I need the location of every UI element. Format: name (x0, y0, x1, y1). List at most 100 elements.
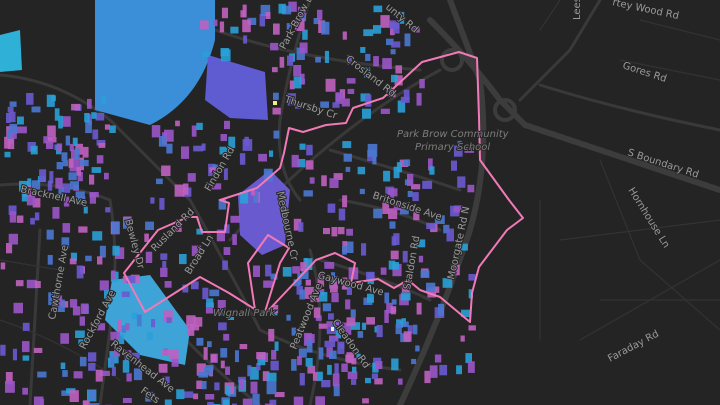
building (224, 224, 230, 234)
building (333, 173, 343, 180)
building (72, 137, 78, 146)
building (297, 6, 306, 17)
building (386, 38, 394, 46)
building (219, 21, 225, 33)
building (200, 20, 209, 30)
building (9, 111, 16, 123)
building (65, 135, 70, 146)
building (424, 370, 431, 384)
map-marker[interactable] (331, 327, 334, 331)
building (54, 144, 59, 150)
building (268, 328, 275, 342)
building (460, 243, 468, 251)
building (416, 302, 422, 315)
building (393, 22, 400, 34)
building (159, 198, 165, 210)
building (386, 302, 393, 314)
building (75, 191, 85, 199)
building (47, 137, 57, 143)
building (196, 122, 203, 130)
building (37, 371, 47, 378)
building (329, 178, 339, 188)
map-marker[interactable] (273, 101, 277, 105)
building (266, 381, 277, 395)
building (272, 67, 278, 73)
building (205, 302, 214, 314)
building (337, 227, 345, 235)
building (242, 19, 251, 33)
building (269, 150, 274, 157)
building (193, 317, 203, 327)
building (329, 350, 337, 359)
building (111, 270, 116, 279)
building (121, 291, 130, 298)
building (453, 145, 463, 157)
building (391, 41, 401, 48)
building (278, 3, 286, 14)
label-broad-ln: Broad Ln (183, 233, 216, 277)
building (240, 192, 249, 204)
building (78, 339, 88, 346)
building (328, 313, 334, 320)
building (31, 106, 41, 113)
building (160, 253, 168, 260)
building (312, 372, 318, 381)
building (232, 234, 237, 245)
building (411, 184, 421, 190)
building (100, 370, 110, 376)
building (346, 317, 356, 327)
building (4, 136, 10, 149)
building (373, 5, 383, 13)
building (62, 223, 71, 233)
building (69, 158, 80, 172)
building (54, 108, 60, 121)
building (111, 221, 120, 235)
area-boundary-outline[interactable] (123, 51, 524, 323)
building (69, 390, 79, 402)
building (270, 273, 278, 280)
building (322, 303, 332, 312)
building (400, 321, 409, 328)
building (61, 152, 68, 162)
building (256, 363, 261, 371)
building (342, 195, 348, 208)
building (70, 252, 77, 261)
label-faraday-rd: Faraday Rd (606, 329, 661, 365)
building (56, 162, 63, 170)
building (8, 233, 18, 245)
building (175, 120, 180, 127)
building (219, 146, 230, 155)
building (318, 347, 324, 360)
building (160, 267, 168, 277)
building (146, 332, 153, 341)
building (306, 144, 313, 156)
building (223, 333, 230, 341)
building (345, 241, 354, 253)
building (389, 89, 396, 98)
building (364, 67, 371, 78)
building (69, 143, 74, 152)
building (109, 125, 116, 133)
building (158, 136, 167, 147)
label-staldon-rd: Staldon Rd (402, 235, 422, 291)
building (88, 352, 97, 362)
building (434, 215, 445, 224)
building (321, 175, 327, 187)
building (144, 233, 149, 242)
label-wignall-park: Wignall Park (213, 308, 276, 319)
building (227, 314, 234, 320)
building (319, 292, 328, 302)
building (104, 124, 110, 130)
building (6, 243, 13, 254)
building (415, 345, 420, 352)
building (243, 35, 248, 44)
building (383, 170, 391, 182)
building (164, 129, 174, 142)
building (324, 262, 335, 269)
building (293, 279, 301, 287)
building (264, 403, 274, 405)
building (439, 364, 448, 376)
building (376, 325, 383, 338)
building (317, 273, 325, 287)
